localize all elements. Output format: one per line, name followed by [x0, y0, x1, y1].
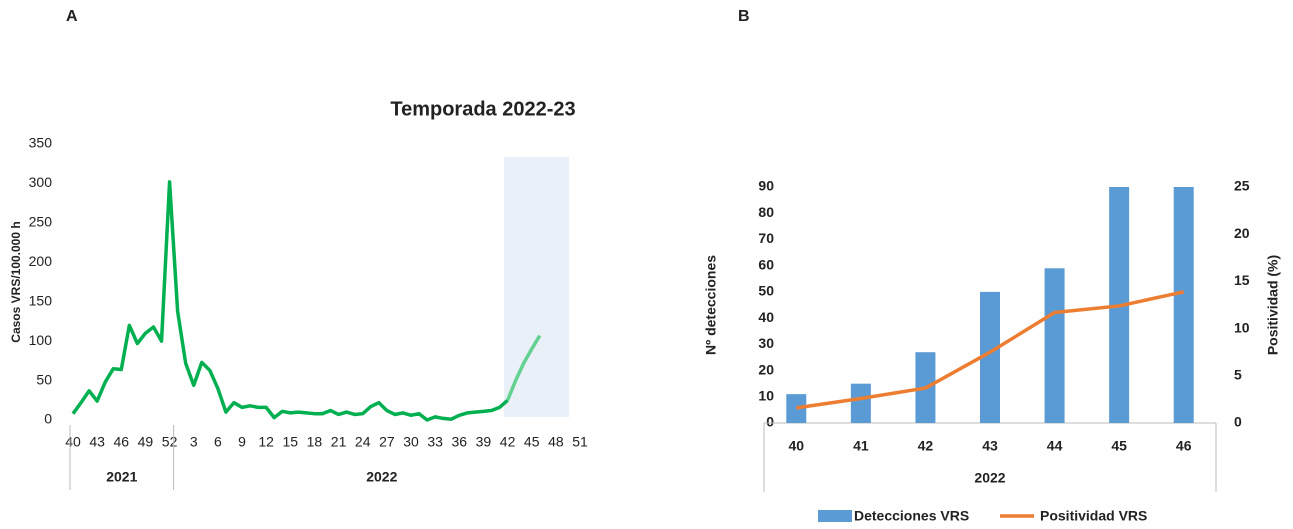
y-tick-label: 30 — [758, 335, 774, 351]
x-tick-label: 39 — [476, 434, 492, 450]
x-tick-label: 12 — [258, 434, 274, 450]
legend-swatch — [818, 510, 852, 522]
x-tick-label: 9 — [238, 434, 246, 450]
x-tick-label: 21 — [331, 434, 347, 450]
x-tick-label: 52 — [162, 434, 178, 450]
x-tick-label: 42 — [918, 438, 934, 454]
x-tick-label: 36 — [451, 434, 467, 450]
y-tick-label: 50 — [758, 283, 774, 299]
line-series — [796, 290, 1185, 410]
x-tick-label: 44 — [1047, 438, 1063, 454]
group-label: 2022 — [366, 469, 397, 485]
y-tick-label: 80 — [758, 204, 774, 220]
group-label: 2022 — [974, 470, 1005, 486]
x-tick-label: 45 — [1111, 438, 1127, 454]
y2-tick-label: 5 — [1234, 367, 1242, 383]
y-tick-label: 40 — [758, 309, 774, 325]
x-tick-label: 51 — [572, 434, 588, 450]
x-tick-label: 15 — [282, 434, 298, 450]
bar — [850, 383, 871, 423]
x-tick-label: 24 — [355, 434, 371, 450]
y2-tick-label: 0 — [1234, 414, 1242, 430]
y-tick-label: 20 — [758, 361, 774, 377]
y2-tick-label: 15 — [1234, 272, 1250, 288]
x-tick-label: 48 — [548, 434, 564, 450]
x-tick-label: 46 — [113, 434, 129, 450]
x-tick-label: 6 — [214, 434, 222, 450]
chart-title: Temporada 2022-23 — [390, 98, 575, 120]
x-tick-label: 43 — [89, 434, 105, 450]
x-tick-label: 43 — [982, 438, 998, 454]
x-tick-label: 40 — [788, 438, 804, 454]
y-axis-title: Nº detecciones — [703, 255, 719, 355]
x-tick-label: 49 — [138, 434, 154, 450]
y-tick-label: 200 — [29, 253, 53, 269]
x-tick-label: 45 — [524, 434, 540, 450]
y-tick-label: 90 — [758, 178, 774, 194]
y-tick-label: 70 — [758, 230, 774, 246]
bar — [1173, 187, 1194, 423]
x-tick-label: 42 — [500, 434, 516, 450]
y-tick-label: 0 — [44, 411, 52, 427]
y2-tick-label: 20 — [1234, 225, 1250, 241]
x-tick-label: 46 — [1176, 438, 1192, 454]
y2-axis-title: Positividad (%) — [1265, 255, 1281, 355]
panel-label: A — [66, 8, 78, 25]
x-tick-label: 3 — [190, 434, 198, 450]
x-tick-label: 27 — [379, 434, 395, 450]
y-tick-label: 50 — [36, 371, 52, 387]
y-tick-label: 300 — [29, 174, 53, 190]
bar — [1044, 268, 1065, 423]
y-tick-label: 250 — [29, 214, 53, 230]
bar — [786, 394, 807, 423]
y-tick-label: 350 — [29, 135, 53, 151]
y-tick-label: 60 — [758, 256, 774, 272]
legend-label: Positividad VRS — [1040, 508, 1147, 524]
y-tick-label: 150 — [29, 292, 53, 308]
x-tick-label: 40 — [65, 434, 81, 450]
line-series — [505, 334, 542, 401]
bar — [980, 291, 1000, 423]
y-axis-title: Casos VRS/100.000 h — [9, 221, 23, 342]
line-series — [71, 180, 509, 422]
y-tick-label: 10 — [758, 387, 774, 403]
x-tick-label: 30 — [403, 434, 419, 450]
x-tick-label: 41 — [853, 438, 869, 454]
group-label: 2021 — [106, 469, 137, 485]
panel-label: B — [738, 8, 750, 25]
y-tick-label: 100 — [29, 332, 53, 348]
y-tick-label: 0 — [766, 414, 774, 430]
y2-tick-label: 25 — [1234, 178, 1250, 194]
x-tick-label: 33 — [427, 434, 443, 450]
x-tick-label: 18 — [307, 434, 323, 450]
forecast-shade — [504, 157, 569, 417]
legend-label: Detecciones VRS — [854, 508, 969, 524]
y2-tick-label: 10 — [1234, 319, 1250, 335]
